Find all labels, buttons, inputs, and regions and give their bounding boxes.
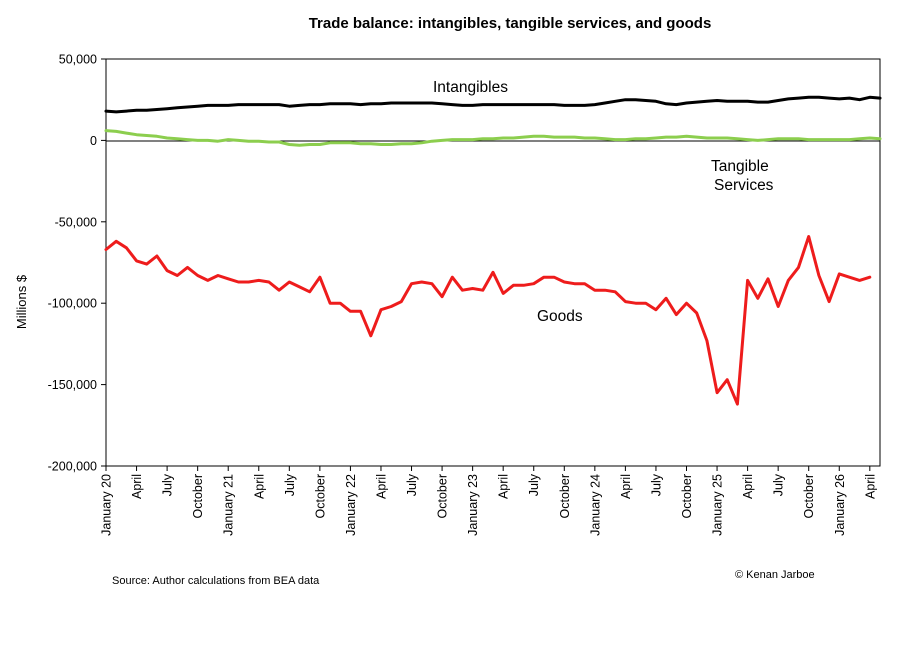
plot-area-frame <box>105 58 881 467</box>
y-axis: 50,000 0 -50,000 -100,000 -150,000 -200,000 <box>48 53 106 474</box>
x-axis: January 20 April July October January 21 Apri… <box>100 466 877 536</box>
x-tick-label: October <box>191 474 205 518</box>
x-tick-label: January 20 <box>100 474 114 536</box>
x-tick-label: October <box>680 474 694 518</box>
x-tick-label: October <box>436 474 450 518</box>
x-tick-label: January 22 <box>344 474 358 536</box>
x-tick-label: July <box>649 473 663 496</box>
y-tick-label: -150,000 <box>48 378 97 392</box>
annotation-services: Services <box>714 177 774 194</box>
x-tick-label: January 25 <box>711 474 725 536</box>
chart-title: Trade balance: intangibles, tangible ser… <box>309 15 712 32</box>
series-line-tangible-services <box>104 129 882 147</box>
x-tick-label: April <box>741 474 755 499</box>
series-line-intangibles <box>104 95 882 114</box>
x-tick-label: October <box>313 474 327 518</box>
copyright-credit: © Kenan Jarboe <box>735 569 815 581</box>
y-tick-label: -200,000 <box>48 460 97 474</box>
annotation-goods: Goods <box>537 308 583 325</box>
x-tick-label: April <box>863 474 877 499</box>
x-tick-label: October <box>802 474 816 518</box>
series-line-goods <box>104 235 872 406</box>
y-axis-label: Millions $ <box>14 274 29 329</box>
x-tick-label: January 21 <box>222 474 236 536</box>
source-note: Source: Author calculations from BEA dat… <box>112 575 320 587</box>
x-tick-label: July <box>527 473 541 496</box>
annotation-tangible: Tangible <box>711 158 769 175</box>
y-tick-label: 50,000 <box>59 53 97 67</box>
x-tick-label: April <box>252 474 266 499</box>
series-lines <box>104 95 882 406</box>
x-tick-label: January 23 <box>466 474 480 536</box>
x-tick-label: October <box>558 474 572 518</box>
x-tick-label: July <box>283 473 297 496</box>
y-tick-label: -100,000 <box>48 297 97 311</box>
x-tick-label: July <box>405 473 419 496</box>
x-tick-label: January 24 <box>588 474 602 536</box>
x-tick-label: April <box>619 474 633 499</box>
y-tick-label: -50,000 <box>55 215 97 229</box>
x-tick-label: April <box>374 474 388 499</box>
x-tick-label: April <box>130 474 144 499</box>
annotation-intangibles: Intangibles <box>433 79 508 96</box>
x-tick-label: January 26 <box>833 474 847 536</box>
x-tick-label: July <box>772 473 786 496</box>
x-tick-label: April <box>497 474 511 499</box>
x-tick-label: July <box>161 473 175 496</box>
y-tick-label: 0 <box>90 134 97 148</box>
